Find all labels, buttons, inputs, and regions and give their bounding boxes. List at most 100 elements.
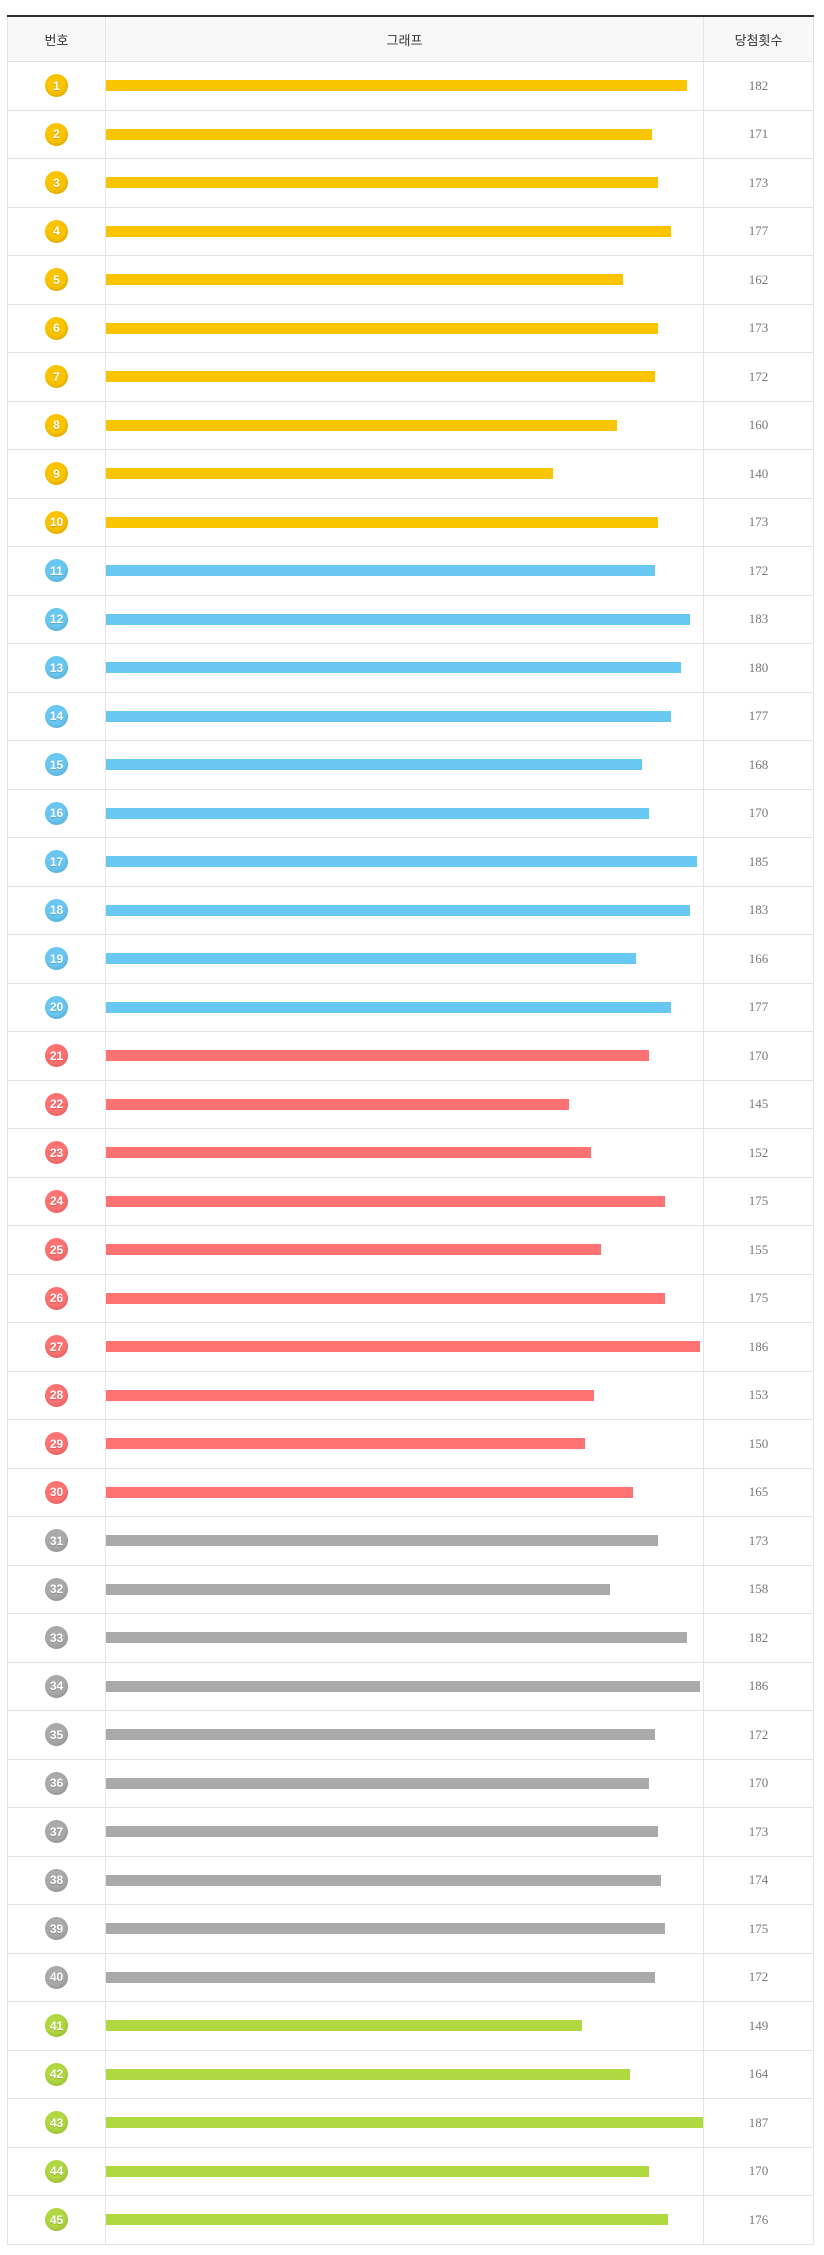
number-cell: 29 bbox=[7, 1419, 106, 1469]
lotto-ball: 42 bbox=[45, 2062, 68, 2086]
header-number: 번호 bbox=[7, 16, 106, 62]
win-count-value: 183 bbox=[703, 595, 814, 644]
win-count-value: 172 bbox=[703, 352, 814, 402]
number-cell: 15 bbox=[7, 740, 106, 790]
table-row: 28 153 bbox=[7, 1371, 814, 1420]
table-row: 20 177 bbox=[7, 983, 814, 1032]
win-count-value: 187 bbox=[703, 2098, 814, 2148]
graph-cell bbox=[105, 983, 704, 1032]
number-cell: 45 bbox=[7, 2195, 106, 2245]
lotto-stats-table: 번호 그래프 당첨횟수 1 182 2 171 3 173 bbox=[7, 15, 814, 2245]
number-cell: 3 bbox=[7, 158, 106, 208]
win-count-value: 145 bbox=[703, 1080, 814, 1129]
win-count-value: 173 bbox=[703, 304, 814, 353]
graph-cell bbox=[105, 255, 704, 305]
lotto-ball: 3 bbox=[45, 171, 68, 195]
graph-cell bbox=[105, 1225, 704, 1275]
table-row: 8 160 bbox=[7, 401, 814, 450]
table-row: 14 177 bbox=[7, 692, 814, 741]
graph-cell bbox=[105, 2001, 704, 2051]
lotto-ball: 37 bbox=[45, 1820, 68, 1844]
table-row: 19 166 bbox=[7, 934, 814, 984]
win-count-value: 168 bbox=[703, 740, 814, 790]
table-row: 44 170 bbox=[7, 2147, 814, 2196]
number-cell: 37 bbox=[7, 1807, 106, 1857]
number-cell: 43 bbox=[7, 2098, 106, 2148]
graph-cell bbox=[105, 1662, 704, 1711]
table-row: 29 150 bbox=[7, 1419, 814, 1469]
graph-cell bbox=[105, 2050, 704, 2099]
win-count-value: 173 bbox=[703, 1807, 814, 1857]
number-cell: 7 bbox=[7, 352, 106, 402]
graph-cell bbox=[105, 1565, 704, 1614]
graph-cell bbox=[105, 2147, 704, 2196]
win-count-bar bbox=[106, 1292, 665, 1304]
win-count-bar bbox=[106, 1874, 662, 1886]
win-count-bar bbox=[106, 2165, 649, 2177]
win-count-value: 180 bbox=[703, 643, 814, 693]
table-row: 10 173 bbox=[7, 498, 814, 547]
lotto-ball: 4 bbox=[45, 219, 68, 243]
win-count-value: 172 bbox=[703, 1953, 814, 2002]
graph-cell bbox=[105, 886, 704, 935]
table-row: 35 172 bbox=[7, 1710, 814, 1760]
number-cell: 20 bbox=[7, 983, 106, 1032]
number-cell: 10 bbox=[7, 498, 106, 547]
number-cell: 17 bbox=[7, 837, 106, 887]
lotto-ball: 35 bbox=[45, 1723, 68, 1747]
number-cell: 16 bbox=[7, 789, 106, 838]
table-row: 31 173 bbox=[7, 1516, 814, 1566]
win-count-value: 177 bbox=[703, 207, 814, 256]
table-row: 43 187 bbox=[7, 2098, 814, 2148]
win-count-bar bbox=[106, 419, 617, 431]
win-count-value: 170 bbox=[703, 789, 814, 838]
win-count-value: 172 bbox=[703, 546, 814, 596]
lotto-ball: 27 bbox=[45, 1335, 68, 1359]
win-count-value: 175 bbox=[703, 1177, 814, 1226]
table-row: 23 152 bbox=[7, 1128, 814, 1178]
win-count-value: 170 bbox=[703, 1031, 814, 1081]
win-count-bar bbox=[106, 2068, 630, 2080]
win-count-value: 171 bbox=[703, 110, 814, 159]
lotto-ball: 9 bbox=[45, 462, 68, 486]
win-count-value: 162 bbox=[703, 255, 814, 305]
graph-cell bbox=[105, 110, 704, 159]
lotto-ball: 8 bbox=[45, 413, 68, 437]
table-row: 26 175 bbox=[7, 1274, 814, 1323]
win-count-value: 175 bbox=[703, 1274, 814, 1323]
lotto-ball: 25 bbox=[45, 1238, 68, 1262]
win-count-bar bbox=[106, 1729, 656, 1741]
table-row: 22 145 bbox=[7, 1080, 814, 1129]
table-body: 1 182 2 171 3 173 4 177 bbox=[7, 61, 814, 2245]
lotto-ball: 12 bbox=[45, 607, 68, 631]
win-count-bar bbox=[106, 613, 691, 625]
win-count-value: 177 bbox=[703, 983, 814, 1032]
table-row: 12 183 bbox=[7, 595, 814, 644]
header-row: 번호 그래프 당첨횟수 bbox=[7, 16, 814, 62]
win-count-bar bbox=[106, 904, 691, 916]
win-count-bar bbox=[106, 953, 636, 965]
lotto-ball: 26 bbox=[45, 1286, 68, 1310]
number-cell: 36 bbox=[7, 1759, 106, 1808]
header-graph: 그래프 bbox=[105, 16, 704, 62]
number-cell: 30 bbox=[7, 1468, 106, 1517]
table-row: 30 165 bbox=[7, 1468, 814, 1517]
table-row: 45 176 bbox=[7, 2195, 814, 2245]
win-count-bar bbox=[106, 1971, 656, 1983]
number-cell: 44 bbox=[7, 2147, 106, 2196]
lotto-ball: 24 bbox=[45, 1189, 68, 1213]
win-count-bar bbox=[106, 1389, 595, 1401]
graph-cell bbox=[105, 1371, 704, 1420]
number-cell: 35 bbox=[7, 1710, 106, 1760]
graph-cell bbox=[105, 1759, 704, 1808]
win-count-bar bbox=[106, 1923, 665, 1935]
header-count: 당첨횟수 bbox=[703, 16, 814, 62]
number-cell: 21 bbox=[7, 1031, 106, 1081]
win-count-bar bbox=[106, 1147, 592, 1159]
table-row: 2 171 bbox=[7, 110, 814, 159]
win-count-bar bbox=[106, 2117, 703, 2129]
graph-cell bbox=[105, 1904, 704, 1954]
lotto-ball: 39 bbox=[45, 1917, 68, 1941]
number-cell: 8 bbox=[7, 401, 106, 450]
table-row: 13 180 bbox=[7, 643, 814, 693]
